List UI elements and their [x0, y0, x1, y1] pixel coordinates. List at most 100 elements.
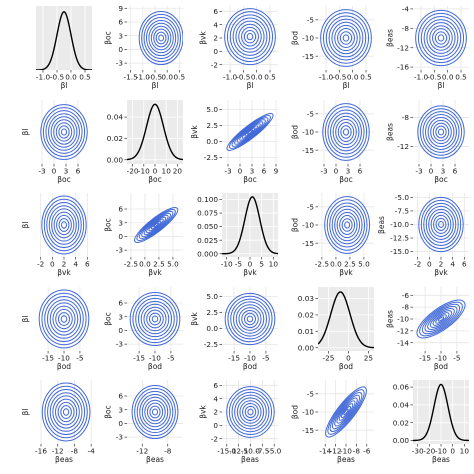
- contour-ring: [58, 218, 70, 232]
- contour-ring: [44, 295, 84, 343]
- contour-ring: [334, 208, 361, 242]
- y-tick-label: 0.01: [298, 327, 314, 336]
- y-tick-label: 0.06: [393, 383, 410, 392]
- x-tick-label: 2: [439, 260, 444, 269]
- x-axis-title: βeas: [432, 455, 450, 464]
- panel-background: [36, 6, 92, 70]
- y-tick-label: -8: [402, 113, 410, 122]
- x-tick-label: -0.5: [332, 73, 346, 82]
- x-axis-title: βeas: [337, 455, 355, 464]
- y-tick-label: -10: [302, 34, 314, 43]
- contour-ring: [423, 19, 459, 57]
- y-tick-label: 0.03: [298, 294, 315, 303]
- contour-ring: [150, 25, 172, 51]
- contour-ring: [48, 205, 80, 245]
- contour-ring: [422, 111, 460, 153]
- contour-ring: [437, 128, 445, 136]
- x-tick-label: 6: [76, 167, 81, 176]
- x-axis-title: βvk: [339, 268, 353, 277]
- density-curve: [413, 383, 469, 442]
- contour-ring: [139, 393, 171, 431]
- y-tick-label: 0.100: [197, 195, 218, 204]
- contour-ring: [129, 291, 181, 347]
- x-tick-label: -15.0: [217, 447, 236, 456]
- y-tick-label: 3: [118, 312, 123, 321]
- x-axis-title: βoc: [148, 175, 162, 184]
- x-tick-label: 5.0: [167, 260, 179, 269]
- density-curve: [222, 196, 278, 255]
- x-tick-label: 10: [460, 447, 470, 456]
- x-tick-label: 0.0: [442, 73, 454, 82]
- contour-ring: [434, 31, 448, 45]
- panel-r1-c4: -3 0 3 6 -12 -8 βoc βeas: [385, 100, 469, 184]
- contour-ring: [429, 25, 453, 51]
- contour-ring: [343, 408, 349, 416]
- panel-r0-c4: -1.0 -0.5 0.0 0.5 -16 -12 -8 -4 βl βeas: [385, 5, 469, 90]
- contour-ring: [420, 199, 462, 250]
- contour-ring: [341, 218, 353, 232]
- contour-ring: [138, 10, 183, 66]
- contour-ring: [226, 11, 274, 63]
- contour-ring: [141, 212, 172, 238]
- contour-ring: [141, 13, 182, 63]
- x-tick-label: -2.5: [315, 260, 329, 269]
- y-tick-label: 0.04: [393, 400, 410, 409]
- x-tick-label: -14: [319, 447, 331, 456]
- panel-r4-c2: -15.0-12.5-10.0-7.5-5.0 -2 0 2 4 6 βeas βvk: [199, 380, 282, 464]
- contour-ring: [150, 220, 162, 230]
- contour-ring: [144, 399, 166, 425]
- x-tick-label: -1.0: [319, 73, 334, 82]
- y-tick-label: 0: [118, 419, 123, 428]
- density-curve: [318, 291, 374, 349]
- y-tick-label: 0.00: [107, 155, 124, 164]
- contour-ring: [232, 301, 268, 337]
- y-tick-label: -5.0: [395, 193, 410, 202]
- x-tick-label: 0: [346, 354, 351, 363]
- contour-ring: [339, 215, 356, 235]
- contour-ring: [322, 12, 370, 64]
- y-axis-title: βvk: [199, 31, 208, 45]
- x-tick-label: -10.0: [241, 447, 260, 456]
- x-tick-label: 0.0: [330, 260, 342, 269]
- x-tick-label: 2.5: [153, 260, 165, 269]
- panel-r2-c2: -10 -5 0 5 10 0.000 0.025 0.050 0.075 0.100 βvk: [197, 193, 278, 277]
- x-tick-label: -12.5: [229, 447, 248, 456]
- x-tick-label: 6: [462, 260, 467, 269]
- panel-r3-c3: -25 0 25 0.00 0.01 0.02 0.03 βod: [298, 287, 374, 371]
- contour-ring: [243, 312, 257, 326]
- y-tick-label: -8: [402, 303, 410, 312]
- contour-ring: [151, 408, 159, 416]
- contour-ring: [236, 121, 264, 143]
- x-tick-label: 2: [62, 260, 67, 269]
- x-tick-label: 10: [269, 260, 279, 269]
- panel-background: [413, 100, 469, 164]
- x-tick-label: -7.5: [255, 447, 269, 456]
- x-axis-title: βod: [339, 362, 353, 371]
- y-tick-label: 0.0: [206, 137, 218, 146]
- x-tick-label: -5: [167, 354, 174, 363]
- contour-ring: [153, 222, 160, 228]
- contour-ring: [246, 129, 254, 135]
- x-tick-label: 4: [73, 260, 78, 269]
- x-tick-label: 3: [441, 167, 446, 176]
- contour-ring: [60, 405, 72, 419]
- y-tick-label: 3: [118, 218, 123, 227]
- y-axis-title: βeas: [385, 123, 394, 141]
- y-tick-label: -6: [402, 291, 410, 300]
- x-tick-label: -0.5: [236, 73, 250, 82]
- y-axis-title: βeas: [377, 216, 386, 234]
- contour-ring: [52, 305, 76, 333]
- y-tick-label: -7.5: [395, 206, 409, 215]
- x-tick-label: -5: [262, 354, 269, 363]
- density-curve: [127, 103, 183, 161]
- y-axis-title: βl: [21, 129, 30, 136]
- y-tick-label: 3: [118, 31, 123, 40]
- y-tick-label: 4: [213, 394, 218, 403]
- contour-ring: [151, 315, 159, 323]
- panel-r2-c1: -2.5 0.0 2.5 5.0 -3 0 3 6 βvk βoc: [104, 193, 183, 277]
- x-tick-label: 0: [238, 167, 243, 176]
- panel-r4-c1: -12 -8 -3 0 3 6 βeas βoc: [104, 380, 183, 464]
- contour-ring: [41, 292, 87, 346]
